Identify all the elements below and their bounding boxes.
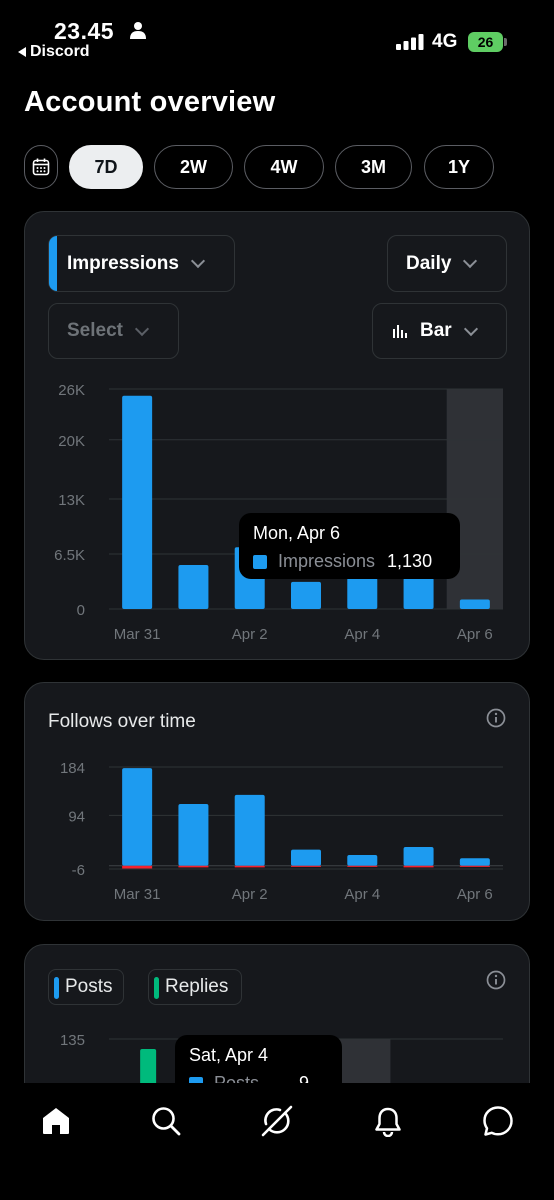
- date-range-selector: 7D 2W 4W 3M 1Y: [24, 145, 544, 189]
- x-tick-label: Apr 2: [232, 626, 268, 643]
- legend-replies-label: Replies: [165, 976, 229, 997]
- impressions-card: Impressions Daily Select Bar 0 6.5K 13K 20K…: [24, 211, 530, 660]
- compare-dropdown[interactable]: Select: [48, 303, 179, 359]
- replies-color-indicator: [154, 977, 159, 999]
- legend-posts-toggle[interactable]: Posts: [48, 969, 124, 1005]
- bar-follows: [459, 858, 490, 866]
- y-tick-label: 26K: [58, 382, 85, 399]
- follows-card: Follows over time -6 94 184 Mar 31 Apr 2 Apr …: [24, 682, 530, 921]
- battery-indicator: 26: [468, 31, 508, 52]
- x-tick-label: Apr 4: [344, 626, 380, 643]
- signal-icon: [396, 34, 424, 50]
- x-tick-label: Apr 4: [344, 886, 380, 903]
- chevron-down-icon: [190, 253, 206, 269]
- chart-tooltip: Mon, Apr 6 Impressions 1,130: [239, 513, 460, 579]
- calendar-icon: [32, 158, 50, 176]
- chevron-down-icon: [134, 321, 150, 336]
- back-arrow-icon: [18, 47, 26, 57]
- x-tick-label: Apr 6: [457, 626, 493, 643]
- legend-posts-label: Posts: [65, 976, 113, 997]
- compare-dropdown-label: Select: [67, 320, 123, 341]
- chart-type-dropdown[interactable]: Bar: [372, 303, 507, 359]
- bar-unfollows: [178, 865, 209, 868]
- messages-icon: [483, 1106, 513, 1136]
- tooltip-date: Mon, Apr 6: [253, 523, 341, 543]
- back-app-label: Discord: [30, 43, 90, 60]
- x-tick-label: Apr 2: [232, 886, 268, 903]
- back-to-app-link[interactable]: Discord: [18, 43, 90, 61]
- chevron-down-icon: [463, 321, 478, 336]
- range-3m-button[interactable]: 3M: [335, 145, 412, 189]
- bar-follows: [403, 846, 434, 866]
- bar-follows: [291, 849, 321, 866]
- range-4w-button[interactable]: 4W: [244, 145, 324, 189]
- chart-type-dropdown-label: Bar: [420, 320, 452, 341]
- nav-notifications[interactable]: [368, 1101, 408, 1141]
- x-tick-label: Apr 6: [457, 886, 493, 903]
- home-icon: [43, 1108, 69, 1134]
- y-tick-label: 0: [77, 602, 85, 619]
- posts-color-indicator: [54, 977, 59, 999]
- interval-dropdown-label: Daily: [406, 252, 452, 274]
- nav-grok[interactable]: [257, 1101, 297, 1141]
- y-tick-label: 13K: [58, 492, 85, 509]
- nav-search[interactable]: [146, 1101, 186, 1141]
- bar-follows: [347, 855, 378, 866]
- calendar-button[interactable]: [24, 145, 58, 189]
- y-tick-label: -6: [72, 862, 85, 879]
- interval-dropdown[interactable]: Daily: [387, 235, 507, 292]
- bar-unfollows: [403, 865, 434, 868]
- tooltip-label: Impressions: [278, 551, 376, 571]
- bar-follows: [122, 768, 153, 866]
- bar-follows: [234, 794, 265, 866]
- bar-unfollows: [347, 865, 378, 867]
- tooltip-series-swatch: [253, 554, 267, 569]
- x-tick-label: Mar 31: [114, 886, 161, 903]
- tooltip-value: 1,130: [387, 551, 433, 571]
- battery-level: 26: [477, 33, 494, 50]
- bottom-navigation: [0, 1083, 554, 1200]
- search-icon: [152, 1107, 181, 1136]
- bell-icon: [375, 1107, 401, 1137]
- bar-impressions: [459, 599, 490, 609]
- bar-follows: [178, 804, 209, 866]
- range-7d-button[interactable]: 7D: [69, 145, 143, 189]
- info-icon[interactable]: [486, 970, 506, 990]
- metric-dropdown[interactable]: Impressions: [48, 235, 235, 292]
- metric-color-indicator: [49, 236, 57, 291]
- bar-unfollows: [291, 865, 321, 867]
- y-tick-label: 135: [60, 1032, 85, 1049]
- bar-impressions: [178, 565, 209, 609]
- range-1y-button[interactable]: 1Y: [424, 145, 494, 189]
- legend-replies-toggle[interactable]: Replies: [148, 969, 242, 1005]
- bar-impressions: [291, 581, 321, 609]
- network-type: 4G: [432, 31, 458, 52]
- nav-messages[interactable]: [478, 1101, 518, 1141]
- bar-chart-icon: [393, 325, 407, 338]
- status-bar: 23.45 Discord 4G 26: [0, 0, 554, 66]
- tooltip-date: Sat, Apr 4: [189, 1045, 269, 1065]
- y-tick-label: 6.5K: [54, 547, 85, 564]
- nav-home[interactable]: [36, 1101, 76, 1141]
- bar-impressions: [403, 577, 434, 609]
- bar-unfollows: [234, 865, 265, 868]
- status-time: 23.45: [54, 18, 115, 44]
- info-icon[interactable]: [486, 708, 506, 728]
- follows-chart: -6 94 184 Mar 31 Apr 2 Apr 4 Apr 6: [60, 760, 503, 903]
- bar-impressions: [347, 577, 378, 609]
- y-tick-label: 94: [68, 808, 85, 825]
- chevron-down-icon: [463, 253, 478, 269]
- metric-dropdown-label: Impressions: [67, 252, 179, 274]
- bar-unfollows: [459, 865, 490, 867]
- person-icon: [130, 22, 146, 39]
- y-tick-label: 184: [60, 760, 85, 777]
- bar-impressions: [122, 395, 153, 609]
- follows-card-title: Follows over time: [48, 711, 196, 732]
- page-title: Account overview: [24, 86, 276, 118]
- grok-icon: [261, 1105, 293, 1137]
- bar-unfollows: [122, 865, 153, 869]
- range-2w-button[interactable]: 2W: [154, 145, 233, 189]
- x-tick-label: Mar 31: [114, 626, 161, 643]
- y-tick-label: 20K: [58, 433, 85, 450]
